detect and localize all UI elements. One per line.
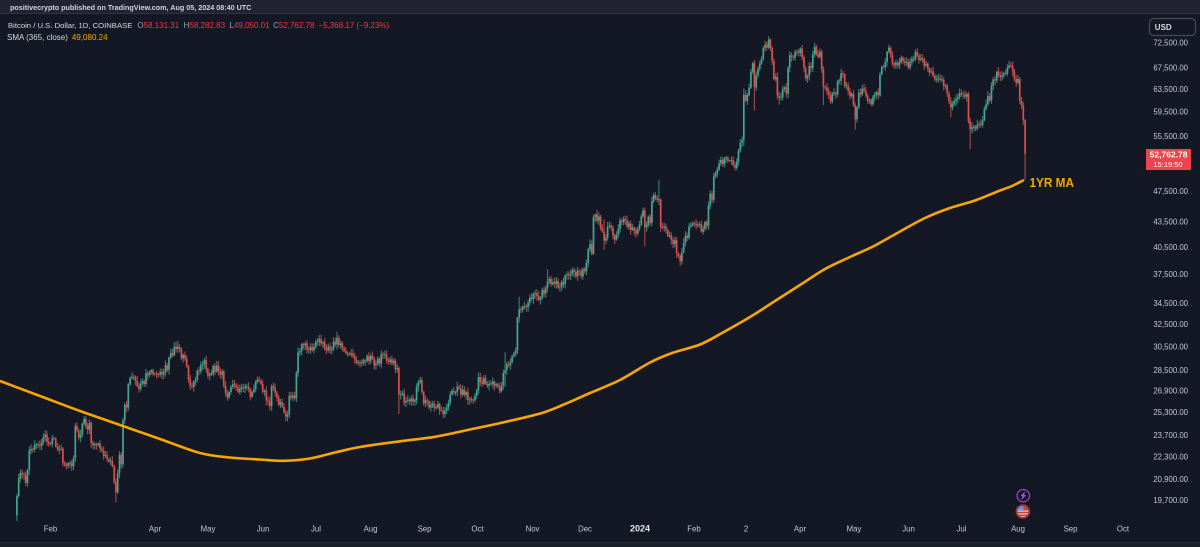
svg-text:26,900.00: 26,900.00	[1153, 387, 1188, 396]
svg-text:Oct: Oct	[471, 525, 484, 534]
svg-text:Jun: Jun	[257, 525, 270, 534]
svg-text:23,700.00: 23,700.00	[1153, 431, 1188, 440]
svg-text:32,500.00: 32,500.00	[1153, 320, 1188, 329]
svg-text:Feb: Feb	[687, 525, 701, 534]
svg-text:20,900.00: 20,900.00	[1153, 475, 1188, 484]
svg-text:55,500.00: 55,500.00	[1153, 132, 1188, 141]
svg-text:Oct: Oct	[1117, 525, 1130, 534]
svg-text:Sep: Sep	[1064, 525, 1079, 534]
svg-text:59,500.00: 59,500.00	[1153, 108, 1188, 117]
svg-text:May: May	[201, 525, 216, 534]
svg-text:67,500.00: 67,500.00	[1153, 63, 1188, 72]
svg-text:37,500.00: 37,500.00	[1153, 270, 1188, 279]
svg-text:Jul: Jul	[957, 525, 967, 534]
svg-text:15:19:50: 15:19:50	[1153, 160, 1182, 169]
svg-text:40,500.00: 40,500.00	[1153, 243, 1188, 252]
svg-text:May: May	[847, 525, 862, 534]
svg-text:2024: 2024	[630, 524, 650, 534]
svg-text:72,500.00: 72,500.00	[1153, 38, 1188, 47]
svg-text:Nov: Nov	[526, 525, 540, 534]
svg-text:USD: USD	[1155, 23, 1172, 32]
svg-text:43,500.00: 43,500.00	[1153, 218, 1188, 227]
svg-text:Apr: Apr	[794, 525, 807, 534]
svg-text:2: 2	[744, 525, 748, 534]
svg-text:47,500.00: 47,500.00	[1153, 187, 1188, 196]
svg-text:Jul: Jul	[311, 525, 321, 534]
svg-text:Aug: Aug	[364, 525, 378, 534]
svg-text:52,762.78: 52,762.78	[1150, 150, 1188, 160]
svg-text:Aug: Aug	[1011, 525, 1025, 534]
svg-text:1YR MA: 1YR MA	[1030, 175, 1075, 190]
svg-text:Jun: Jun	[902, 525, 915, 534]
svg-text:34,500.00: 34,500.00	[1153, 299, 1188, 308]
svg-text:30,500.00: 30,500.00	[1153, 342, 1188, 351]
svg-text:Feb: Feb	[44, 525, 58, 534]
svg-text:19,700.00: 19,700.00	[1153, 496, 1188, 505]
svg-text:28,500.00: 28,500.00	[1153, 366, 1188, 375]
svg-text:25,300.00: 25,300.00	[1153, 408, 1188, 417]
svg-text:Dec: Dec	[578, 525, 592, 534]
svg-text:Sep: Sep	[418, 525, 433, 534]
svg-text:22,300.00: 22,300.00	[1153, 452, 1188, 461]
svg-text:Apr: Apr	[149, 525, 162, 534]
svg-text:63,500.00: 63,500.00	[1153, 85, 1188, 94]
